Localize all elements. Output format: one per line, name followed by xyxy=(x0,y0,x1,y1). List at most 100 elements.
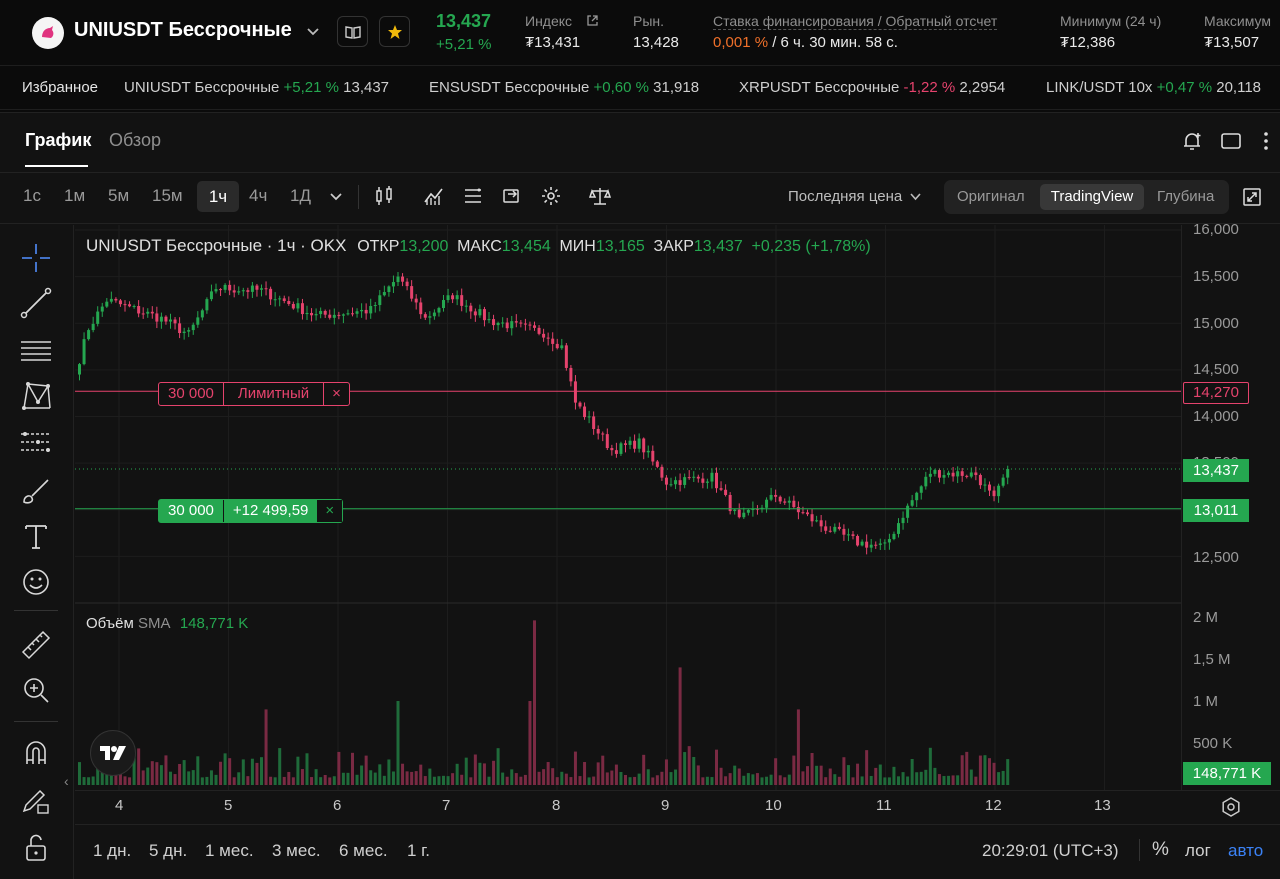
price-axis[interactable] xyxy=(1181,225,1280,790)
symbol-name: UNIUSDT Бессрочные xyxy=(74,19,292,41)
timeframe-4h[interactable]: 4ч xyxy=(249,186,268,205)
gear-icon[interactable] xyxy=(539,184,563,208)
timeframe-1h-active[interactable]: 1ч xyxy=(197,181,239,212)
symbol-selector[interactable]: UNIUSDT Бессрочные xyxy=(74,19,320,42)
view-depth[interactable]: Глубина xyxy=(1157,188,1214,205)
range-1d[interactable]: 1 дн. xyxy=(93,841,132,860)
favorite-item[interactable]: UNIUSDT Бессрочные +5,21 % 13,437 xyxy=(124,79,389,96)
axis-settings-icon[interactable] xyxy=(1220,796,1242,818)
price-type-select[interactable]: Последняя цена xyxy=(788,188,921,205)
list-icon[interactable] xyxy=(461,184,485,208)
candle xyxy=(487,319,491,321)
zoom-in-icon[interactable] xyxy=(18,672,54,708)
volume-bar xyxy=(246,776,250,785)
favorite-item[interactable]: LINK/USDT 10x +0,47 % 20,118 xyxy=(1046,79,1261,96)
tab-overview[interactable]: Обзор xyxy=(109,130,161,151)
pencil-lock-icon[interactable] xyxy=(18,783,54,819)
brush-icon[interactable] xyxy=(18,472,54,508)
clock[interactable]: 20:29:01 (UTC+3) xyxy=(982,841,1119,860)
range-5d[interactable]: 5 дн. xyxy=(149,841,188,860)
more-vertical-icon[interactable] xyxy=(1262,130,1270,152)
candle xyxy=(82,339,86,365)
legend-open-label: ОТКР xyxy=(357,238,400,255)
favorite-item[interactable]: ENSUSDT Бессрочные +0,60 % 31,918 xyxy=(429,79,699,96)
timeframe-1s[interactable]: 1с xyxy=(23,186,41,205)
indicators-icon[interactable] xyxy=(422,184,446,208)
timeframe-1m[interactable]: 1м xyxy=(64,186,86,205)
window-icon[interactable] xyxy=(1220,131,1242,151)
timeframe-15m[interactable]: 15м xyxy=(152,186,183,205)
favorite-item[interactable]: XRPUSDT Бессрочные -1,22 % 2,2954 xyxy=(739,79,1005,96)
external-link-icon[interactable] xyxy=(586,14,599,27)
position-close[interactable]: × xyxy=(317,500,343,522)
emoji-icon[interactable] xyxy=(18,564,54,600)
range-6m[interactable]: 6 мес. xyxy=(339,841,388,860)
horizontal-lines-icon[interactable] xyxy=(18,332,54,368)
candle xyxy=(783,501,787,503)
volume-bar xyxy=(137,748,141,785)
volume-bar xyxy=(173,774,177,785)
text-icon[interactable] xyxy=(18,518,54,554)
limit-order-cancel[interactable]: × xyxy=(332,385,341,402)
favorite-button[interactable] xyxy=(379,16,410,47)
volume-bar xyxy=(992,762,996,785)
volume-bar xyxy=(141,770,145,785)
log-scale-button[interactable]: лог xyxy=(1185,841,1211,860)
candle xyxy=(892,533,896,540)
timeframe-1d[interactable]: 1Д xyxy=(290,186,311,205)
volume-bar xyxy=(537,771,541,785)
ruler-icon[interactable] xyxy=(18,627,54,663)
time-axis[interactable] xyxy=(75,790,1280,824)
pattern-icon[interactable] xyxy=(18,378,54,414)
candle xyxy=(364,309,368,314)
fib-levels-icon[interactable] xyxy=(18,424,54,460)
volume-tag-text: 148,771 K xyxy=(1192,765,1262,782)
collapse-toolbar-arrow[interactable]: ‹ xyxy=(64,773,69,789)
time-tick: 12 xyxy=(985,797,1002,814)
range-1y[interactable]: 1 г. xyxy=(407,841,431,860)
fullscreen-icon[interactable] xyxy=(1242,187,1262,207)
replay-icon[interactable] xyxy=(500,184,524,208)
legend-title: UNIUSDT Бессрочные · 1ч · OKX xyxy=(86,236,347,255)
info-button[interactable] xyxy=(337,16,368,47)
candle xyxy=(442,300,445,309)
candle xyxy=(633,440,637,449)
volume-legend: Объём SMA 148,771 K xyxy=(86,615,248,632)
candle xyxy=(551,338,555,344)
range-3m[interactable]: 3 мес. xyxy=(272,841,321,860)
star-icon xyxy=(387,24,402,39)
tradingview-logo[interactable] xyxy=(90,730,136,776)
volume-sma-value: 148,771 K xyxy=(179,615,249,632)
price-chart[interactable] xyxy=(75,225,1181,790)
volume-bar xyxy=(401,763,405,785)
view-tradingview[interactable]: TradingView xyxy=(1040,184,1144,210)
candle xyxy=(187,330,191,332)
candle xyxy=(810,514,814,522)
candle xyxy=(719,488,723,490)
alert-add-icon[interactable] xyxy=(1181,130,1203,152)
crosshair-icon[interactable] xyxy=(18,240,54,276)
scales-icon[interactable] xyxy=(588,184,612,208)
magnet-icon[interactable] xyxy=(18,736,54,772)
candle xyxy=(505,322,509,329)
candles-icon[interactable] xyxy=(372,184,396,208)
percent-scale-button[interactable]: % xyxy=(1152,839,1169,860)
auto-scale-button[interactable]: авто xyxy=(1228,841,1264,860)
volume-bar xyxy=(473,754,477,785)
range-1m[interactable]: 1 мес. xyxy=(205,841,254,860)
chevron-down-icon[interactable] xyxy=(330,192,342,202)
timeframe-5m[interactable]: 5м xyxy=(108,186,130,205)
favorite-change: +5,21 % xyxy=(283,79,339,96)
trendline-icon[interactable] xyxy=(18,285,54,321)
position-label[interactable]: 30 000 +12 499,59 × xyxy=(158,499,344,523)
view-original[interactable]: Оригинал xyxy=(957,188,1025,205)
candle xyxy=(583,406,587,418)
limit-order-label[interactable]: 30 000 Лимитный × xyxy=(158,382,350,406)
tab-chart[interactable]: График xyxy=(25,130,91,151)
volume-bar xyxy=(783,777,787,785)
volume-bar xyxy=(664,759,668,785)
lock-icon[interactable] xyxy=(18,830,54,866)
volume-bar xyxy=(983,755,987,785)
volume-bar xyxy=(969,769,973,785)
time-tick: 4 xyxy=(115,797,124,814)
